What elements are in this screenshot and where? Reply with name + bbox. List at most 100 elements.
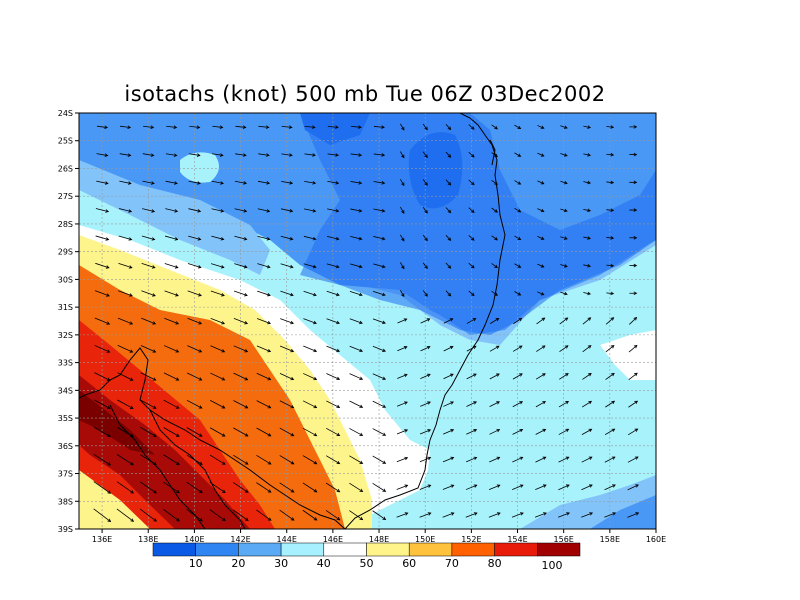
- wind-vector: [140, 345, 156, 353]
- wind-vector-head: [404, 484, 409, 488]
- wind-vector: [141, 263, 155, 269]
- coast-island: [489, 139, 496, 166]
- lon-tick-label: 150E: [415, 535, 435, 544]
- wind-vector-head: [401, 237, 405, 242]
- wind-vector-head: [610, 317, 615, 321]
- wind-vector: [350, 208, 362, 212]
- wind-vector: [420, 373, 431, 379]
- wind-vector: [117, 399, 134, 409]
- wind-vector-head: [244, 293, 248, 297]
- wind-vector-head: [197, 181, 201, 185]
- south-coast-line: [79, 347, 346, 529]
- wind-vector-head: [266, 264, 271, 269]
- wind-vector: [605, 400, 615, 408]
- wind-vector: [233, 345, 248, 353]
- wind-vector: [420, 346, 431, 352]
- wind-vector-head: [382, 488, 387, 492]
- wind-vector-head: [128, 237, 133, 241]
- wind-vector: [372, 291, 386, 296]
- wind-vector: [280, 208, 293, 212]
- wind-vector: [327, 208, 339, 212]
- wind-vector: [256, 345, 271, 352]
- wind-vector: [233, 290, 248, 296]
- colorbar-label: 30: [274, 557, 288, 570]
- wind-vector-head: [358, 125, 362, 129]
- wind-vector: [232, 509, 249, 521]
- wind-vector: [94, 372, 110, 381]
- wind-vector: [304, 180, 316, 184]
- wind-vector-head: [427, 401, 431, 405]
- wind-vector-head: [335, 208, 340, 213]
- wind-vector: [233, 372, 248, 381]
- wind-vector: [165, 153, 177, 156]
- wind-vector-head: [105, 209, 110, 213]
- wind-vector: [258, 153, 270, 156]
- wind-vector-head: [312, 264, 317, 269]
- wind-vector-head: [222, 489, 226, 493]
- wind-vector: [372, 455, 386, 464]
- wind-vector: [186, 399, 202, 409]
- colorbar-swatch: [195, 542, 239, 557]
- lat-tick-label: 27S: [58, 192, 73, 201]
- lat-tick-label: 30S: [58, 275, 73, 284]
- wind-vector: [164, 290, 179, 297]
- wind-vector-head: [381, 236, 386, 241]
- wind-vector: [119, 180, 132, 184]
- wind-vector-head: [220, 181, 224, 185]
- wind-vector-head: [424, 293, 428, 297]
- wind-vector: [212, 153, 223, 156]
- wind-vector: [95, 262, 109, 269]
- wind-vector: [606, 181, 614, 184]
- wind-vector: [583, 153, 591, 156]
- wind-vector-head: [289, 209, 294, 213]
- wind-vector-head: [107, 462, 112, 466]
- wind-vector: [468, 124, 475, 130]
- wind-vector-head: [244, 321, 249, 325]
- wind-vector: [583, 125, 591, 128]
- wind-vector-head: [563, 291, 568, 296]
- colorbar-swatch: [408, 542, 453, 557]
- wind-vector: [537, 152, 544, 157]
- wind-vector-head: [424, 209, 428, 214]
- wind-vector: [349, 318, 363, 324]
- wind-vector-head: [473, 373, 477, 377]
- wind-vector-head: [540, 153, 545, 157]
- wind-vector-head: [634, 456, 639, 460]
- wind-vector: [443, 401, 454, 407]
- wind-vector-head: [242, 125, 247, 129]
- wind-vector-head: [290, 320, 294, 325]
- wind-vector: [419, 484, 431, 490]
- wind-vector-head: [611, 400, 616, 405]
- wind-vector: [491, 124, 498, 130]
- wind-vector: [400, 290, 405, 297]
- wind-vector: [234, 263, 247, 268]
- wind-vector: [558, 428, 569, 435]
- wind-vector: [514, 180, 521, 185]
- wind-vector: [512, 401, 523, 408]
- wind-vector: [400, 206, 405, 214]
- wind-vector-head: [542, 484, 547, 488]
- wind-vector: [422, 123, 428, 130]
- wind-vector: [232, 482, 249, 493]
- wind-vector-head: [129, 293, 133, 297]
- wind-vector: [400, 179, 405, 186]
- wind-vector-head: [520, 512, 524, 516]
- wind-vector-head: [450, 429, 455, 433]
- wind-vector-head: [266, 209, 271, 213]
- wind-vector-head: [519, 373, 523, 377]
- wind-vector-head: [128, 209, 133, 213]
- wind-vector: [396, 429, 408, 435]
- wind-vector: [302, 427, 317, 437]
- wind-vector: [93, 399, 111, 409]
- wind-vector-head: [173, 153, 178, 157]
- wind-vector-head: [336, 516, 341, 521]
- wind-vector-head: [266, 153, 270, 157]
- wind-vector-head: [265, 125, 270, 129]
- wind-vector-head: [610, 291, 615, 296]
- wind-vector: [442, 457, 454, 463]
- wind-vector: [234, 235, 247, 240]
- wind-vector-head: [105, 237, 110, 241]
- wind-vector-head: [289, 236, 294, 241]
- wind-vector-head: [336, 488, 341, 493]
- wind-vector-head: [633, 263, 638, 268]
